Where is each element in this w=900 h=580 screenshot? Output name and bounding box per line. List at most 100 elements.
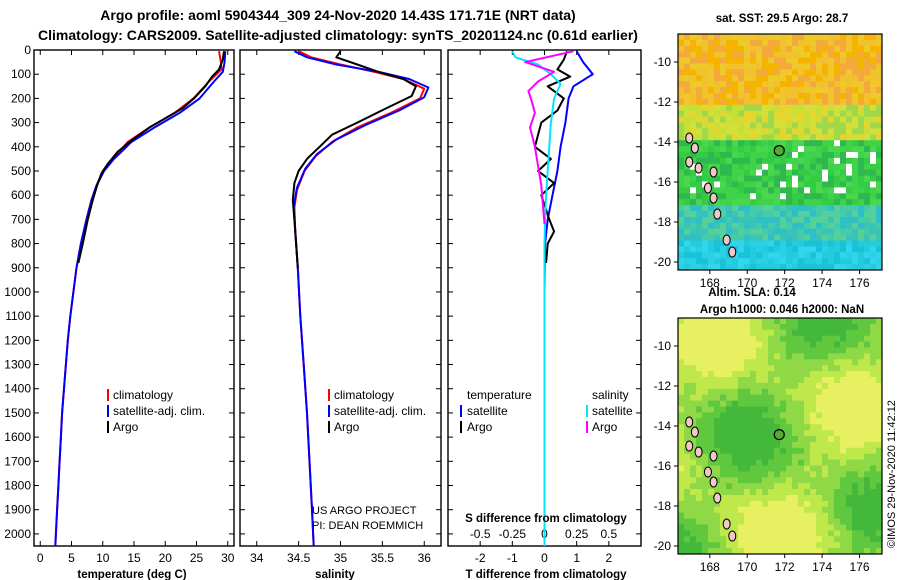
map-cell	[780, 252, 787, 259]
map-cell	[762, 69, 769, 76]
map-cell	[846, 536, 853, 543]
map-cell	[768, 163, 775, 171]
legend-s-argo: Argo	[592, 420, 618, 434]
map-cell	[696, 506, 703, 514]
map-cell	[864, 329, 871, 337]
map-cell	[852, 495, 859, 502]
map-cell	[756, 175, 763, 182]
map-cell	[684, 169, 691, 177]
map-cell	[690, 548, 697, 555]
map-cell	[726, 365, 733, 372]
lat-tick-label: -10	[654, 339, 672, 353]
s-diff-tick-label: 0.5	[600, 527, 617, 541]
map-cell	[744, 318, 751, 325]
map-cell	[786, 110, 793, 118]
map-cell	[678, 104, 685, 112]
map-cell	[810, 489, 817, 496]
map-cell	[774, 87, 781, 94]
map-cell	[840, 371, 847, 378]
map-cell	[726, 359, 733, 366]
map-cell	[852, 98, 859, 106]
map-cell	[834, 152, 841, 159]
map-cell	[744, 216, 751, 224]
map-cell	[822, 152, 829, 159]
map-cell	[870, 34, 877, 41]
map-cell	[822, 93, 829, 100]
map-cell	[804, 93, 811, 100]
map-cell	[834, 57, 841, 64]
map-cell	[744, 81, 751, 88]
map-cell	[708, 400, 715, 407]
map-cell	[798, 211, 805, 218]
map-cell	[678, 216, 685, 224]
map-cell	[816, 471, 823, 478]
map-cell	[864, 181, 871, 188]
map-cell	[864, 146, 871, 153]
map-cell	[768, 116, 775, 123]
map-cell	[702, 489, 709, 496]
map-cell	[714, 252, 721, 259]
map-cell	[768, 459, 775, 466]
map-cell	[720, 264, 727, 271]
map-cell	[756, 477, 763, 484]
map-cell	[816, 57, 823, 64]
map-cell	[870, 377, 877, 384]
map-cell	[870, 335, 877, 343]
map-cell	[768, 347, 775, 354]
map-cell	[840, 146, 847, 153]
map-cell	[690, 418, 697, 425]
map-cell	[846, 518, 853, 525]
map-cell	[792, 240, 799, 247]
map-cell	[768, 81, 775, 88]
map-cell	[762, 181, 769, 188]
map-cell	[858, 371, 865, 378]
map-cell	[678, 424, 685, 431]
map-cell	[714, 93, 721, 100]
map-cell	[870, 181, 877, 188]
map-cell	[714, 240, 721, 247]
sla-map-title: Altim. SLA: 0.14	[708, 287, 796, 299]
map-cell	[756, 506, 763, 514]
map-cell	[804, 489, 811, 496]
map-cell	[786, 157, 793, 165]
map-cell	[786, 152, 793, 159]
map-cell	[732, 359, 739, 366]
map-cell	[792, 157, 799, 165]
map-cell	[720, 465, 727, 472]
map-cell	[738, 81, 745, 88]
map-cell	[696, 500, 703, 508]
map-cell	[810, 406, 817, 413]
map-cell	[876, 152, 883, 159]
map-cell	[786, 246, 793, 253]
map-cell	[750, 436, 757, 443]
map-cell	[828, 335, 835, 343]
map-cell	[744, 530, 751, 537]
map-cell	[804, 471, 811, 478]
map-cell	[810, 193, 817, 200]
map-cell	[696, 57, 703, 64]
map-cell	[780, 359, 787, 366]
map-cell	[798, 441, 805, 449]
map-cell	[792, 152, 799, 159]
map-cell	[822, 75, 829, 82]
map-cell	[876, 465, 883, 472]
map-cell	[762, 63, 769, 70]
map-cell	[738, 240, 745, 247]
map-cell	[768, 216, 775, 224]
map-cell	[732, 347, 739, 354]
map-cell	[810, 436, 817, 443]
map-cell	[696, 377, 703, 384]
map-cell	[714, 175, 721, 182]
map-cell	[828, 199, 835, 206]
map-cell	[726, 45, 733, 53]
map-cell	[726, 211, 733, 218]
map-cell	[702, 193, 709, 200]
map-cell	[846, 110, 853, 118]
map-cell	[678, 51, 685, 59]
map-cell	[720, 240, 727, 247]
map-cell	[756, 518, 763, 525]
map-cell	[816, 110, 823, 118]
map-cell	[720, 152, 727, 159]
map-cell	[714, 483, 721, 490]
map-cell	[678, 169, 685, 177]
